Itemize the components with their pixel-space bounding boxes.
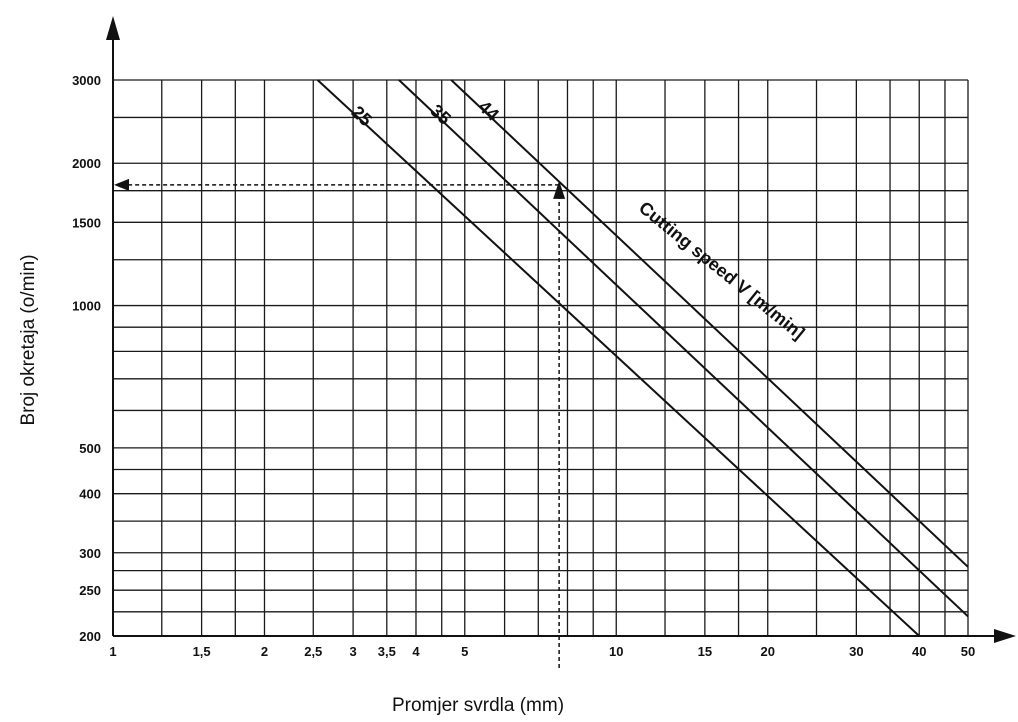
x-tick-label: 15 [698, 644, 712, 659]
y-tick-label: 200 [79, 629, 101, 644]
cutting-speed-annotation: Cutting speed V [m/min] [635, 197, 808, 343]
x-tick-label: 20 [761, 644, 775, 659]
y-axis-title: Broj okretaja (o/min) [18, 254, 39, 425]
x-tick-label: 3 [349, 644, 356, 659]
x-tick-label: 50 [961, 644, 975, 659]
series-line [316, 79, 920, 637]
x-tick-label: 5 [461, 644, 468, 659]
series-layer [316, 79, 969, 637]
y-tick-label: 1000 [72, 299, 101, 314]
y-tick-label: 1500 [72, 215, 101, 230]
series-label: 25 [348, 102, 376, 130]
tick-labels: 1 1,5 2 2,5 3 3,5 4 5 10 15 20 30 40 50 200 250 300 400 50… [72, 73, 975, 659]
series-label: 35 [426, 100, 454, 128]
y-axis-arrow [106, 16, 120, 40]
x-tick-label: 2 [261, 644, 268, 659]
series-line [398, 79, 969, 618]
x-tick-label: 4 [412, 644, 420, 659]
example-up-arrow [553, 180, 566, 199]
y-tick-label: 2000 [72, 156, 101, 171]
x-axis-arrow [994, 629, 1016, 643]
x-tick-label: 1 [109, 644, 116, 659]
curve-labels: 25 35 44 [348, 96, 503, 130]
y-tick-label: 300 [79, 546, 101, 561]
series-line [450, 79, 969, 568]
axes [106, 16, 1016, 668]
x-tick-label: 3,5 [378, 644, 396, 659]
x-tick-label: 10 [609, 644, 623, 659]
x-tick-label: 30 [849, 644, 863, 659]
x-tick-label: 40 [912, 644, 926, 659]
x-tick-label: 1,5 [193, 644, 211, 659]
x-axis-title: Promjer svrdla (mm) [392, 695, 564, 716]
y-tick-label: 500 [79, 441, 101, 456]
y-tick-label: 400 [79, 487, 101, 502]
example-left-arrow [114, 178, 129, 191]
series-label: 44 [475, 96, 503, 124]
y-tick-label: 250 [79, 583, 101, 598]
x-tick-label: 2,5 [304, 644, 322, 659]
y-tick-label: 3000 [72, 73, 101, 88]
